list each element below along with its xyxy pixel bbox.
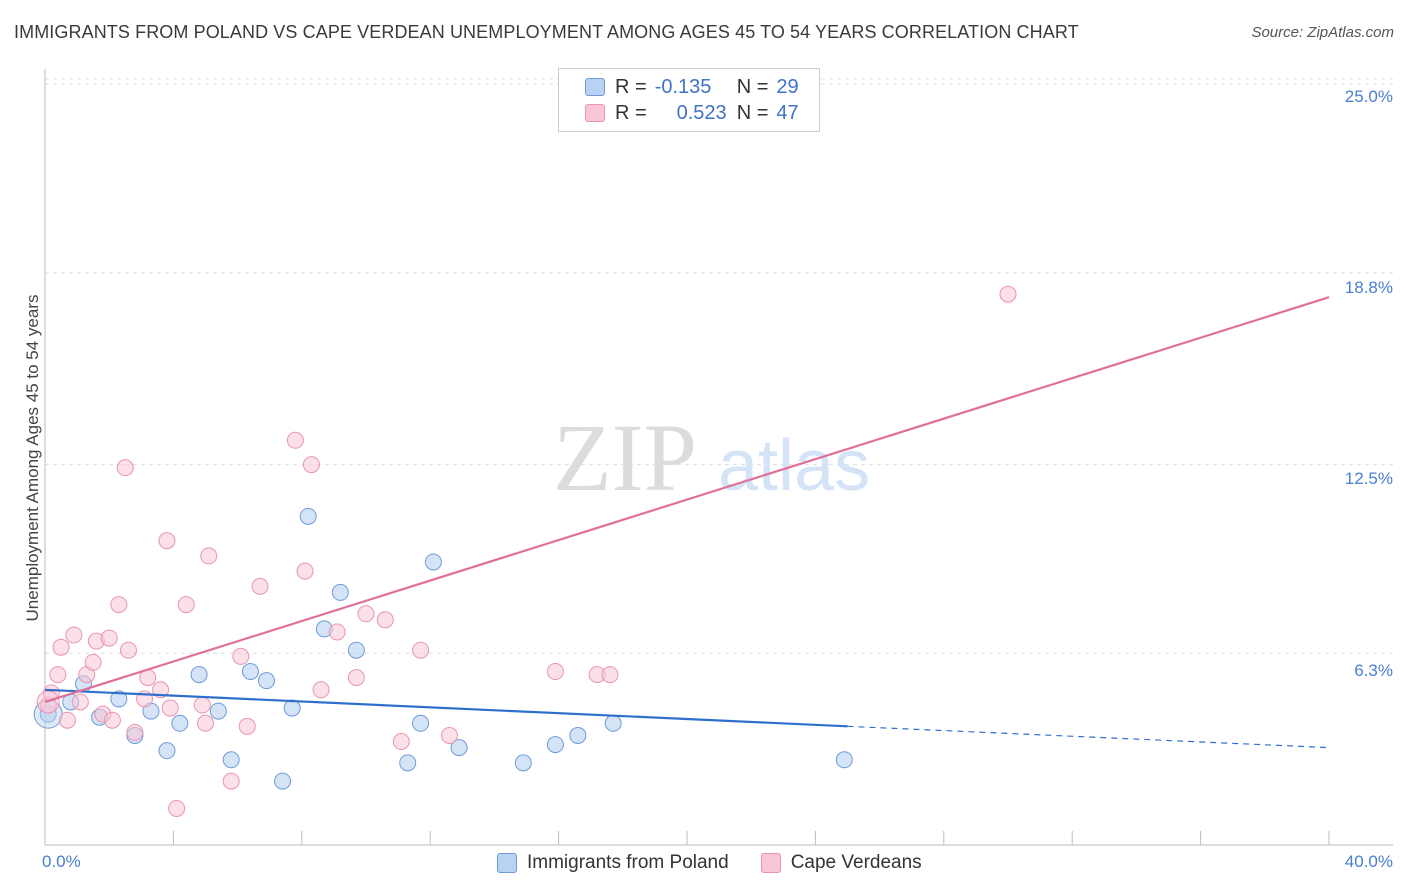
n-value-cape: 47	[776, 101, 799, 124]
n-value-poland: 29	[776, 75, 799, 98]
source-label: Source: ZipAtlas.com	[1251, 24, 1394, 41]
cape-point	[440, 726, 458, 744]
poland-point	[399, 754, 417, 772]
y-axis-label: Unemployment Among Ages 45 to 54 years	[23, 294, 42, 622]
r-value-cape: 0.523	[676, 101, 727, 124]
cape-point	[126, 723, 144, 741]
cape-point	[328, 623, 346, 641]
cape-point	[168, 799, 186, 817]
cape-point	[161, 699, 179, 717]
poland-legend-swatch	[497, 853, 517, 873]
cape-point	[312, 681, 330, 699]
legend-row-cape: R = 0.523 N = 47	[585, 101, 799, 125]
trend-lines	[44, 296, 1330, 749]
r-label: R =	[615, 75, 647, 98]
cape-legend-swatch	[760, 853, 781, 873]
y-tick-label: 18.8%	[1344, 278, 1393, 297]
cape-point	[302, 456, 320, 474]
cape-point	[601, 666, 619, 684]
cape-point	[158, 532, 176, 550]
cape-point	[357, 605, 375, 623]
poland-point	[241, 663, 259, 681]
poland-point	[274, 772, 292, 790]
poland-point	[209, 702, 227, 720]
cape-point	[71, 693, 89, 711]
poland-point	[546, 736, 564, 754]
poland-point	[222, 751, 240, 769]
cape-point	[347, 669, 365, 687]
cape-point	[84, 653, 102, 671]
cape-point	[238, 717, 256, 735]
poland-point	[299, 507, 317, 525]
cape-point	[197, 714, 214, 732]
poland-trend-line	[44, 688, 848, 728]
cape-point	[546, 663, 564, 681]
cape-point	[999, 285, 1017, 303]
poland-point	[835, 751, 853, 769]
legend-item-poland[interactable]: Immigrants from Poland	[497, 852, 729, 874]
legend-label-poland: Immigrants from Poland	[527, 852, 729, 873]
poland-points	[33, 507, 853, 790]
legend-label-cape: Cape Verdeans	[790, 852, 922, 873]
poland-point	[424, 553, 442, 571]
cape-point	[251, 577, 269, 595]
cape-point	[193, 696, 211, 714]
cape-point	[65, 626, 83, 644]
x-tick-label: 40.0%	[1344, 852, 1393, 871]
y-tick-label: 6.3%	[1354, 661, 1393, 680]
poland-point	[514, 754, 532, 772]
r-value-poland: -0.135	[654, 75, 712, 98]
poland-point	[257, 672, 275, 690]
n-label: N =	[736, 101, 769, 124]
cape-point	[119, 641, 137, 659]
poland-swatch	[585, 78, 605, 96]
y-tick-label: 12.5%	[1344, 469, 1393, 488]
cape-point	[100, 629, 118, 647]
cape-point	[58, 711, 76, 729]
cape-points	[36, 106, 1017, 817]
poland-point	[331, 583, 349, 601]
poland-point	[283, 699, 301, 717]
poland-point	[158, 742, 176, 760]
cape-point	[103, 711, 121, 729]
cape-point	[116, 459, 134, 477]
poland-point	[171, 714, 189, 732]
cape-point	[412, 641, 430, 659]
cape-point	[200, 547, 218, 565]
n-label: N =	[736, 75, 769, 98]
cape-swatch	[585, 104, 605, 122]
watermark-zip: ZIP	[553, 404, 697, 511]
cape-point	[52, 638, 70, 656]
cape-point	[177, 596, 195, 614]
poland-point	[347, 641, 365, 659]
cape-point	[222, 772, 240, 790]
cape-point	[286, 431, 304, 449]
legend-item-cape[interactable]: Cape Verdeans	[760, 852, 922, 874]
cape-point	[232, 647, 250, 665]
poland-point	[110, 690, 128, 708]
poland-trend-extension	[847, 725, 1330, 749]
cape-point	[49, 666, 67, 684]
chart-title: IMMIGRANTS FROM POLAND VS CAPE VERDEAN U…	[14, 22, 1079, 42]
x-tick-label: 0.0%	[42, 852, 81, 871]
r-label: R =	[615, 101, 647, 124]
legend-row-poland: R = -0.135 N = 29	[585, 75, 799, 99]
y-tick-label: 25.0%	[1344, 87, 1393, 106]
watermark: ZIPatlas	[553, 404, 870, 511]
cape-trend-line	[44, 296, 1330, 704]
series-legend: Immigrants from Poland Cape Verdeans	[497, 852, 954, 874]
poland-point	[190, 666, 208, 684]
poland-point	[569, 726, 587, 744]
stats-legend: R = -0.135 N = 29 R = 0.523 N = 47	[558, 68, 820, 132]
cape-point	[376, 611, 394, 629]
poland-point	[412, 714, 430, 732]
poland-point	[604, 714, 622, 732]
cape-point	[392, 733, 410, 751]
cape-point	[296, 562, 314, 580]
cape-point	[110, 596, 128, 614]
poland-point	[450, 739, 468, 757]
gridlines	[45, 78, 1393, 654]
